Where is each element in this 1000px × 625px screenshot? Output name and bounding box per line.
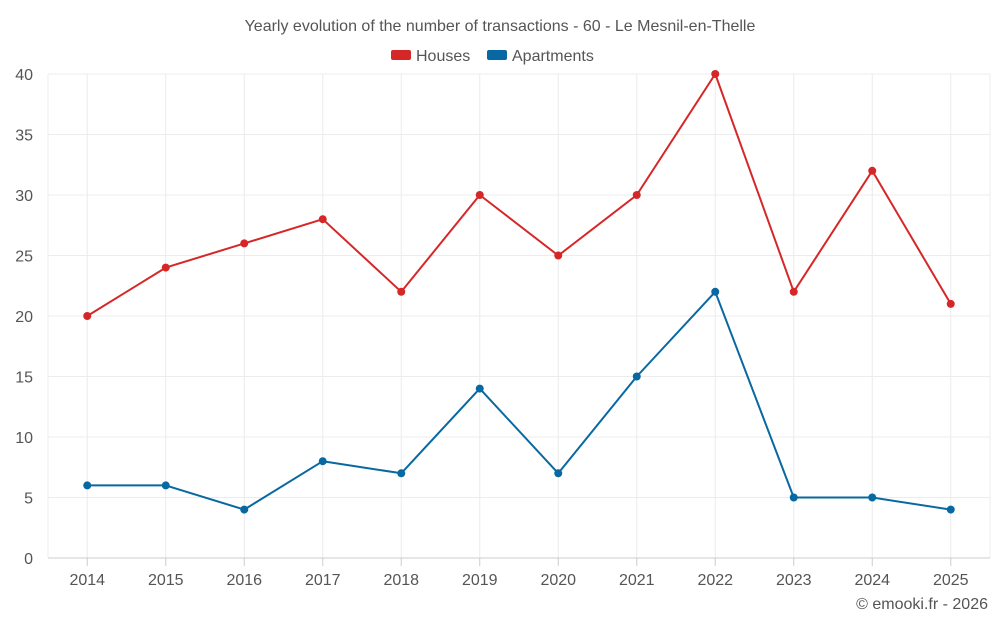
x-tick-label: 2015	[148, 572, 184, 589]
data-point-houses[interactable]	[83, 312, 92, 320]
y-tick-label: 20	[15, 309, 33, 326]
data-point-apartments[interactable]	[554, 469, 563, 478]
series-layer	[83, 70, 955, 514]
y-tick-label: 0	[24, 551, 33, 568]
x-tick-label: 2021	[619, 572, 655, 589]
legend-swatch-apartments	[487, 50, 507, 60]
series-line-houses	[86, 73, 952, 317]
data-point-apartments[interactable]	[475, 384, 484, 393]
data-point-houses[interactable]	[240, 239, 249, 248]
data-point-apartments[interactable]	[318, 457, 327, 466]
y-tick-label: 10	[15, 430, 33, 447]
data-point-houses[interactable]	[161, 263, 170, 272]
x-tick-label: 2022	[697, 572, 733, 589]
x-tick-label: 2018	[383, 572, 419, 589]
x-tick-label: 2024	[854, 572, 890, 589]
data-point-houses[interactable]	[789, 287, 798, 296]
series-line-apartments	[87, 290, 951, 511]
x-tick-label: 2014	[69, 572, 105, 589]
data-point-houses[interactable]	[475, 191, 484, 199]
legend-swatch-houses	[391, 50, 411, 60]
data-point-apartments[interactable]	[946, 505, 955, 514]
data-point-houses[interactable]	[397, 287, 406, 296]
data-point-houses[interactable]	[868, 166, 877, 175]
data-point-apartments[interactable]	[632, 372, 641, 381]
chart-title: Yearly evolution of the number of transa…	[245, 18, 756, 35]
x-tick-label: 2020	[540, 572, 576, 589]
data-point-houses[interactable]	[318, 215, 327, 224]
x-tick-label: 2025	[933, 572, 969, 589]
credit-text: © emooki.fr - 2026	[856, 596, 988, 613]
legend-label-houses[interactable]: Houses	[416, 48, 470, 65]
data-point-apartments[interactable]	[240, 505, 249, 514]
chart-legend: Houses Apartments	[391, 48, 594, 65]
data-point-apartments[interactable]	[83, 481, 92, 490]
data-point-houses[interactable]	[632, 191, 641, 199]
data-point-houses[interactable]	[711, 70, 720, 78]
y-tick-label: 5	[24, 491, 33, 508]
y-tick-label: 40	[15, 67, 33, 84]
y-tick-label: 25	[15, 249, 33, 266]
x-tick-label: 2023	[776, 572, 812, 589]
legend-label-apartments[interactable]: Apartments	[512, 48, 594, 65]
data-point-apartments[interactable]	[711, 287, 720, 296]
x-tick-label: 2016	[226, 572, 262, 589]
x-tick-label: 2017	[305, 572, 341, 589]
y-tick-label: 30	[15, 188, 33, 205]
grid-layer	[47, 73, 991, 558]
data-point-apartments[interactable]	[397, 469, 406, 478]
y-tick-label: 35	[15, 128, 33, 145]
x-tick-label: 2019	[462, 572, 498, 589]
y-tick-label: 15	[15, 370, 33, 387]
data-point-apartments[interactable]	[868, 493, 877, 502]
data-point-houses[interactable]	[554, 251, 563, 260]
data-point-apartments[interactable]	[789, 493, 798, 502]
data-point-houses[interactable]	[946, 299, 955, 308]
data-point-apartments[interactable]	[161, 481, 170, 490]
